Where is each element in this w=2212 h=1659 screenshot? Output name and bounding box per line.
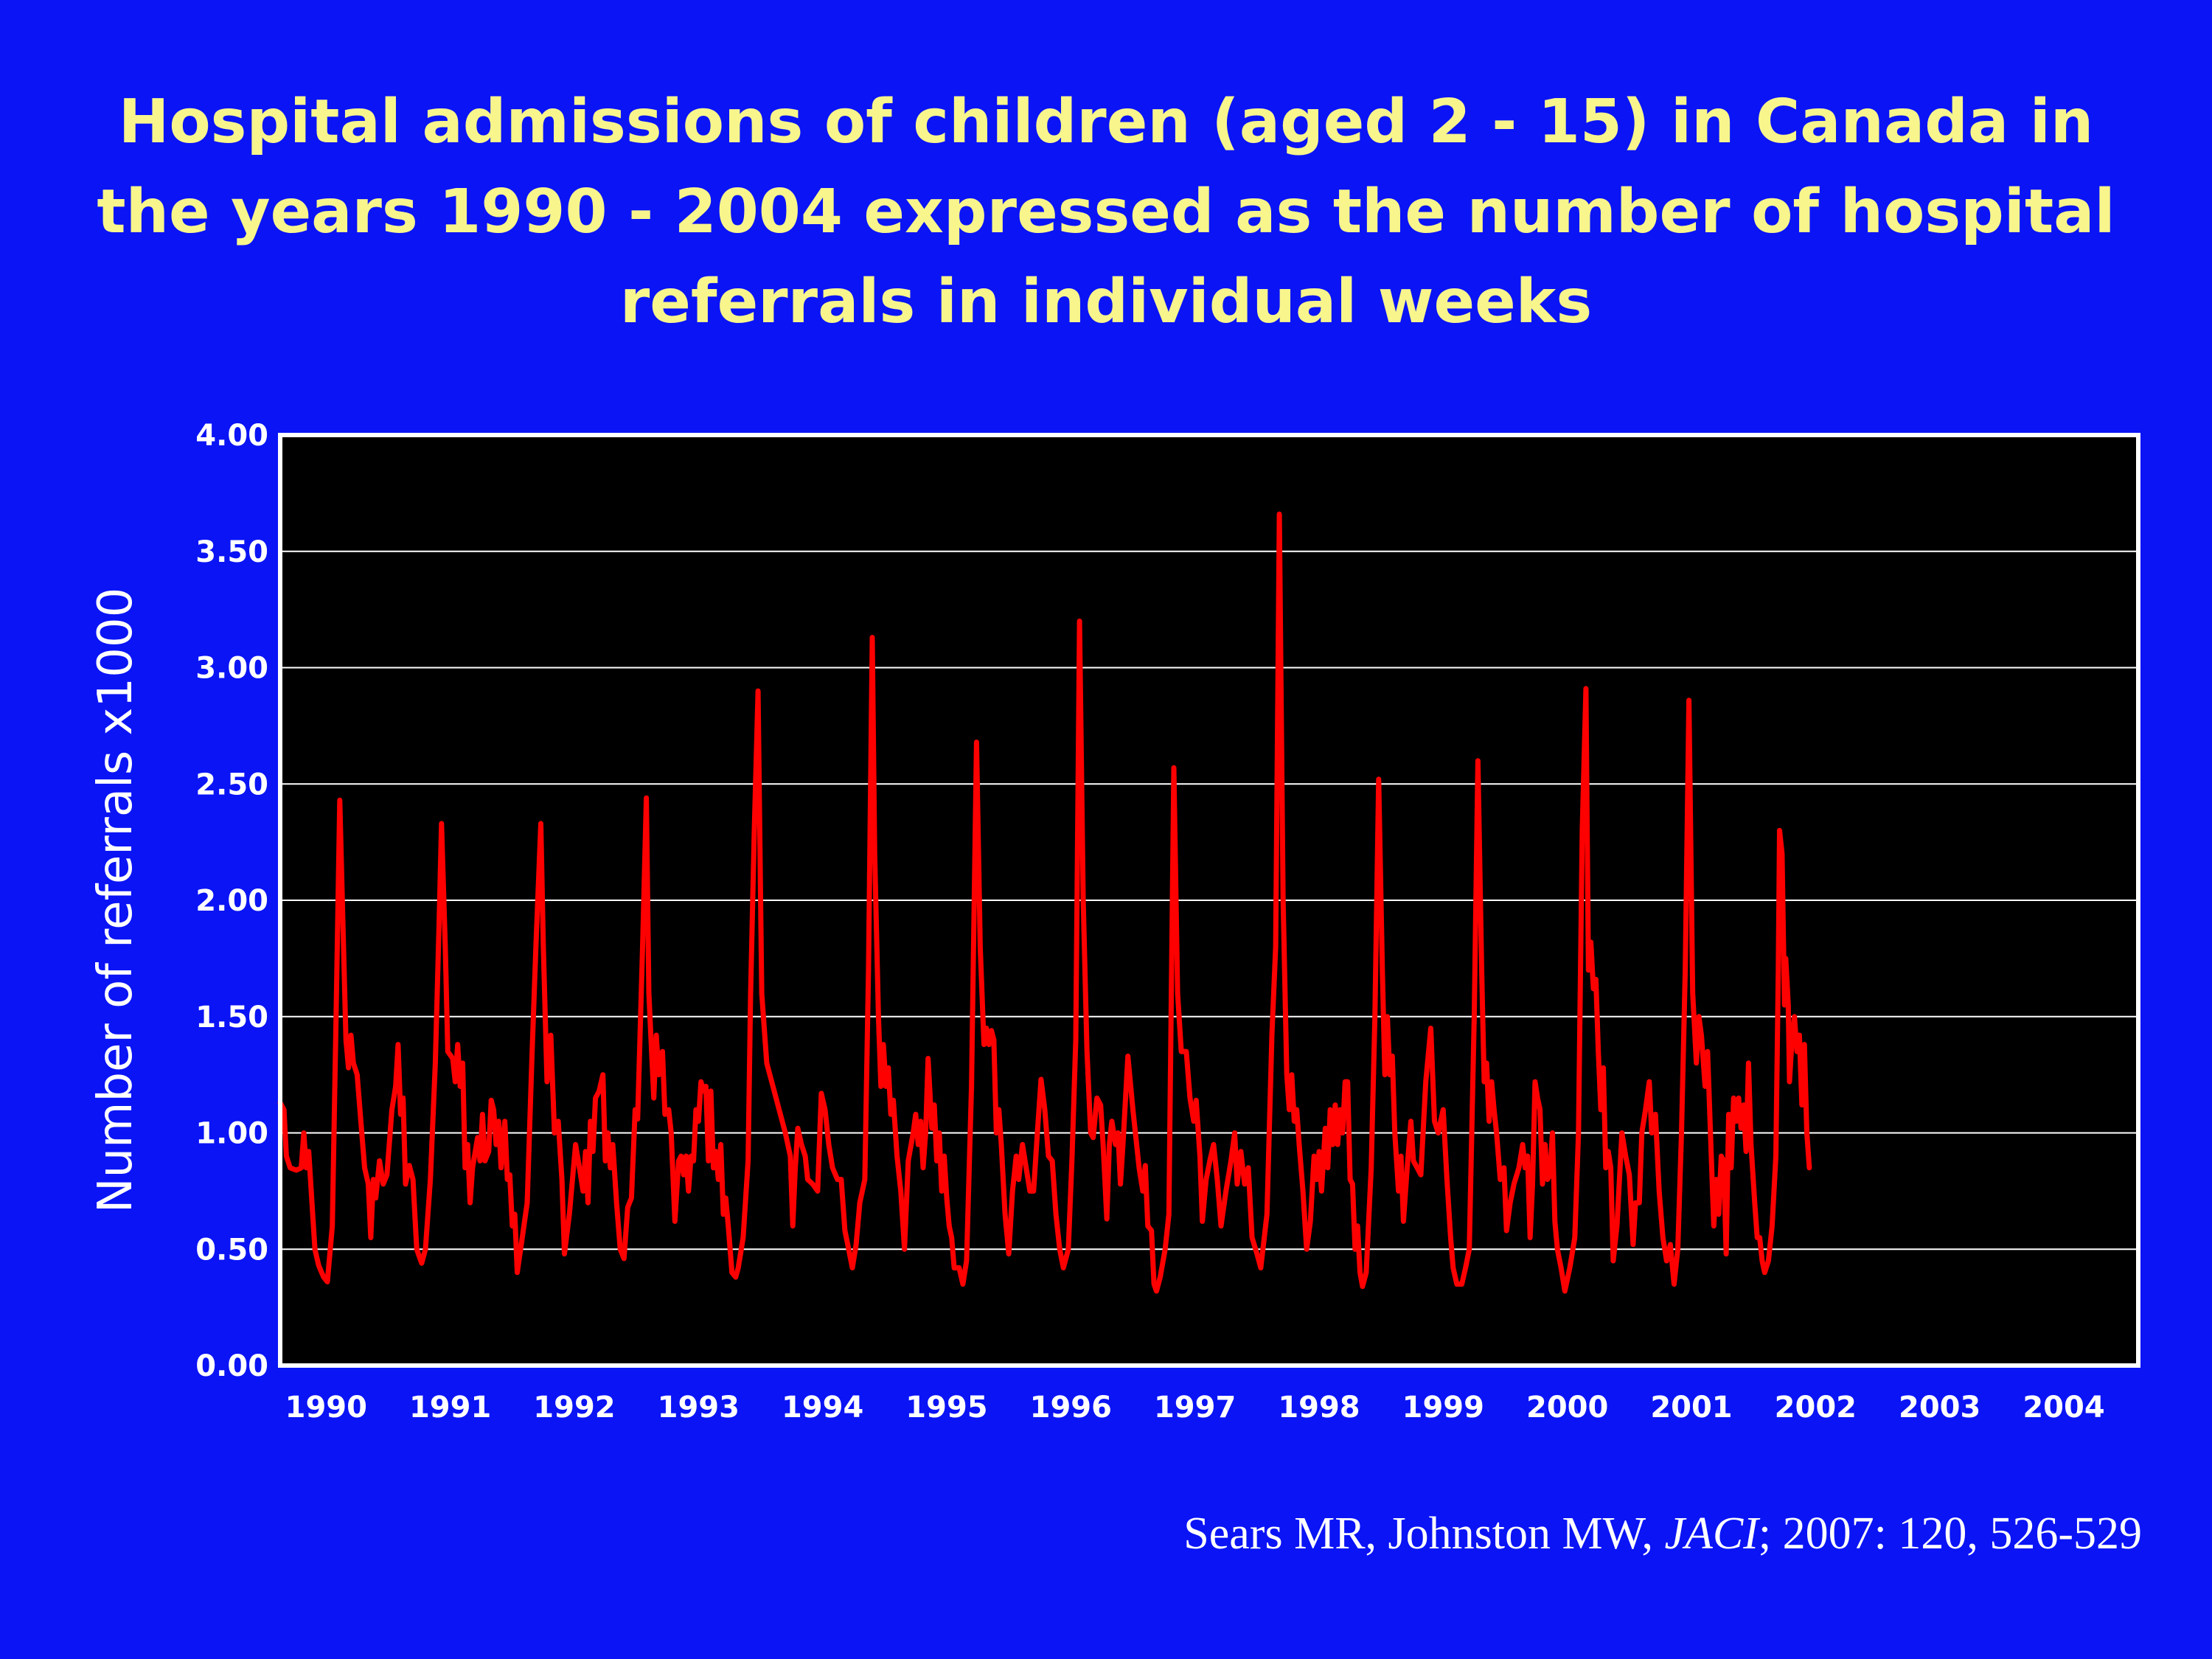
plot-frame: [278, 433, 2140, 1368]
x-tick-label: 2002: [1775, 1391, 1857, 1425]
title-line-1: Hospital admissions of children (aged 2 …: [118, 87, 2094, 157]
y-tick-label: 4.00: [195, 419, 268, 453]
citation: Sears MR, Johnston MW, JACI; 2007: 120, …: [1183, 1508, 2142, 1560]
y-tick-label: 2.00: [195, 884, 268, 918]
y-tick-label: 3.00: [195, 652, 268, 686]
y-tick-label: 0.00: [195, 1349, 268, 1383]
x-tick-label: 1992: [533, 1391, 615, 1425]
y-tick-label: 1.50: [195, 1001, 268, 1034]
y-tick-label: 3.50: [195, 535, 268, 569]
x-tick-label: 1990: [285, 1391, 367, 1425]
chart-title: Hospital admissions of children (aged 2 …: [0, 77, 2212, 347]
x-tick-label: 2000: [1526, 1391, 1608, 1425]
x-tick-label: 2004: [2023, 1391, 2104, 1425]
y-tick-label: 0.50: [195, 1233, 268, 1267]
x-tick-label: 1998: [1278, 1391, 1360, 1425]
x-tick-label: 1995: [905, 1391, 987, 1425]
title-line-2: the years 1990 - 2004 expressed as the n…: [97, 177, 2115, 247]
series-line-referrals: [277, 511, 1812, 1294]
x-tick-label: 1993: [658, 1391, 740, 1425]
x-tick-label: 1996: [1030, 1391, 1112, 1425]
title-line-3: referrals in individual weeks: [619, 267, 1593, 337]
x-tick-label: 2001: [1650, 1391, 1732, 1425]
y-tick-label: 2.50: [195, 768, 268, 801]
y-axis-ticks: 0.00 0.50 1.00 1.50 2.00 2.50 3.00 3.50 4.00: [195, 419, 268, 1383]
y-tick-label: 1.00: [195, 1117, 268, 1151]
x-axis-ticks: 1990 1991 1992 1993 1994 1995 1996 1997 1998 1999…: [285, 1391, 2105, 1425]
x-tick-label: 1994: [782, 1391, 863, 1425]
x-tick-label: 2003: [1899, 1391, 1980, 1425]
x-tick-label: 1991: [409, 1391, 491, 1425]
series-layer: [277, 511, 1812, 1294]
x-tick-label: 1999: [1402, 1391, 1484, 1425]
citation-details: ; 2007: 120, 526-529: [1758, 1509, 2142, 1559]
citation-journal: JACI: [1664, 1509, 1759, 1559]
citation-authors: Sears MR, Johnston MW,: [1183, 1509, 1665, 1559]
y-axis-label: Number of referrals x1000: [88, 588, 143, 1214]
x-tick-label: 1997: [1154, 1391, 1236, 1425]
